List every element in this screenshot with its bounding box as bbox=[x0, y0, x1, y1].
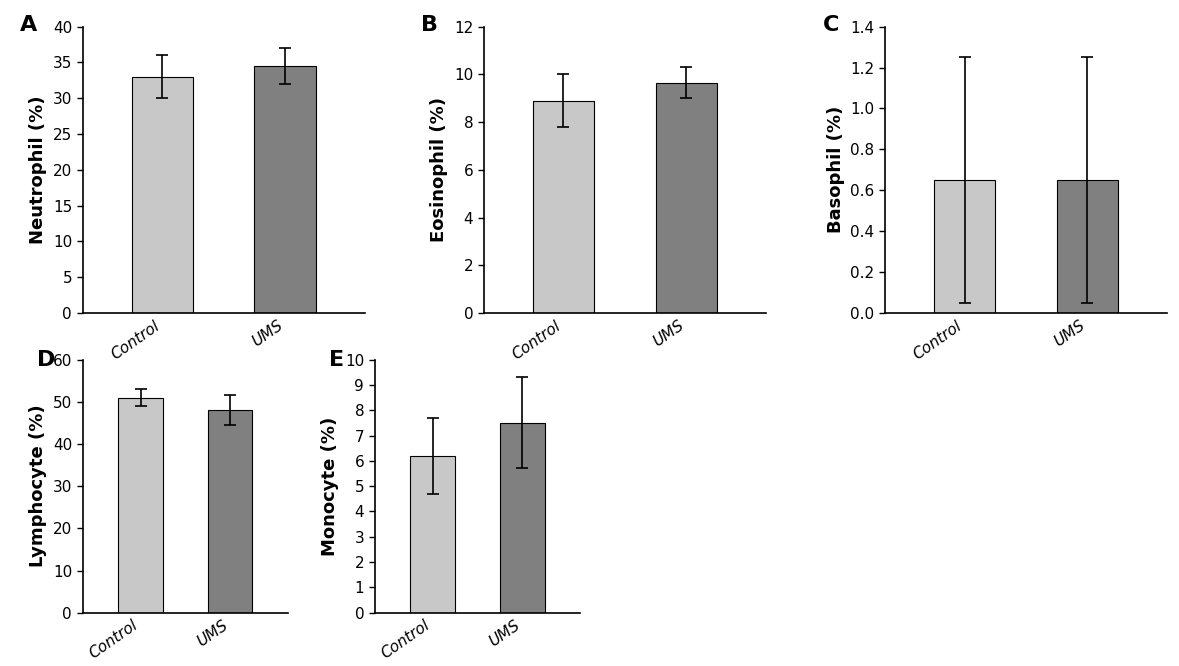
Y-axis label: Lymphocyte (%): Lymphocyte (%) bbox=[29, 405, 47, 567]
Bar bbox=[1056, 180, 1118, 313]
Bar bbox=[132, 77, 193, 313]
Text: C: C bbox=[823, 15, 839, 35]
Bar bbox=[500, 423, 545, 613]
Text: E: E bbox=[329, 350, 344, 370]
Bar bbox=[255, 66, 316, 313]
Bar bbox=[410, 456, 455, 613]
Bar bbox=[656, 83, 717, 313]
Bar bbox=[118, 398, 163, 613]
Text: A: A bbox=[20, 15, 38, 35]
Text: B: B bbox=[421, 15, 439, 35]
Y-axis label: Eosinophil (%): Eosinophil (%) bbox=[430, 97, 448, 242]
Y-axis label: Neutrophil (%): Neutrophil (%) bbox=[29, 96, 47, 244]
Bar bbox=[934, 180, 995, 313]
Bar bbox=[208, 410, 252, 613]
Text: D: D bbox=[38, 350, 55, 370]
Y-axis label: Monocyte (%): Monocyte (%) bbox=[322, 416, 340, 556]
Bar bbox=[533, 101, 594, 313]
Y-axis label: Basophil (%): Basophil (%) bbox=[826, 106, 844, 234]
